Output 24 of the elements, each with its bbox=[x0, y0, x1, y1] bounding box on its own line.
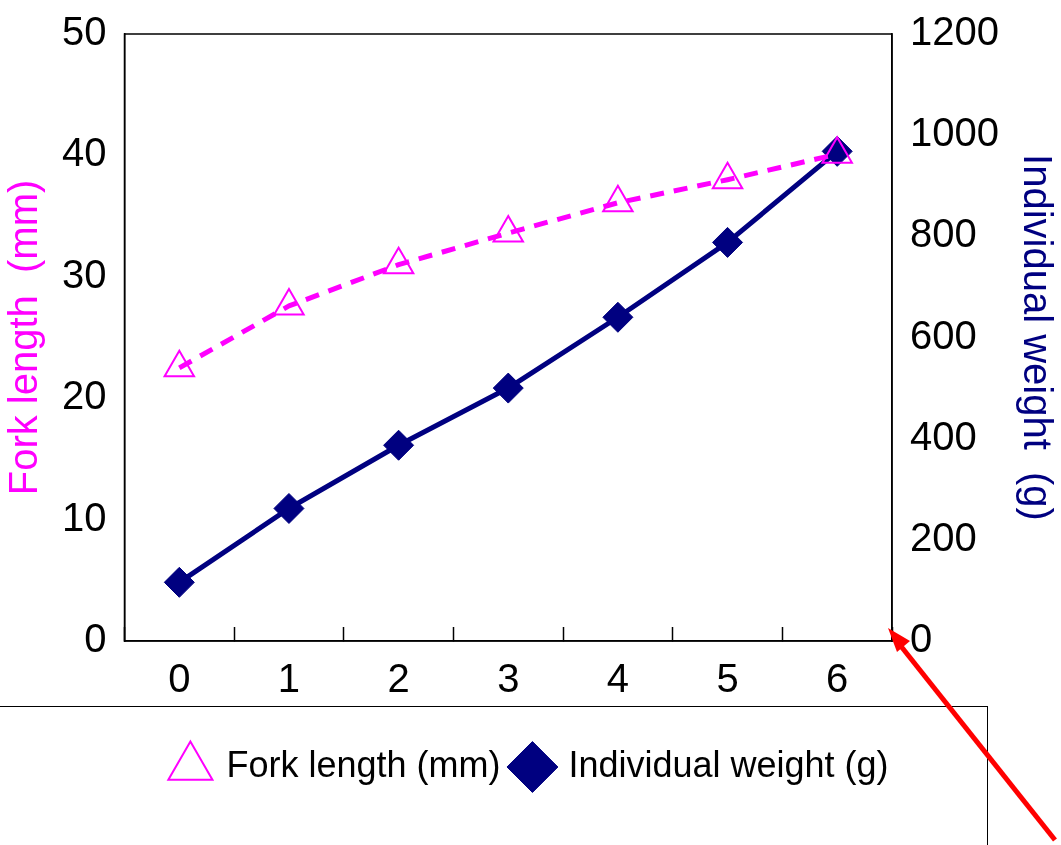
y-tick-label: 30 bbox=[61, 251, 107, 296]
y-tick-label: 40 bbox=[61, 130, 107, 175]
x-tick-label: 3 bbox=[497, 656, 520, 701]
y-tick-label: 10 bbox=[61, 494, 107, 539]
x-tick-label: 2 bbox=[387, 656, 410, 701]
x-tick-label: 0 bbox=[168, 656, 191, 701]
x-tick-label: 5 bbox=[716, 656, 739, 701]
y-tick-label: 50 bbox=[61, 9, 107, 54]
y-tick-label: 0 bbox=[84, 616, 107, 661]
y2-tick-label: 600 bbox=[910, 312, 977, 357]
y2-tick-label: 800 bbox=[910, 211, 977, 256]
y2-tick-label: 400 bbox=[910, 413, 977, 458]
y2-tick-label: 1200 bbox=[910, 9, 999, 54]
y2-tick-label: 1000 bbox=[910, 110, 999, 155]
y-axis-title: Fork length (mm) bbox=[1, 179, 46, 496]
x-tick-label: 1 bbox=[277, 656, 301, 701]
y2-tick-label: 0 bbox=[910, 616, 933, 661]
legend-label: Fork length (mm) bbox=[226, 743, 501, 785]
y2-axis-title: Individual weight (g) bbox=[1015, 154, 1060, 521]
legend-label: Individual weight (g) bbox=[568, 743, 889, 785]
y2-tick-label: 200 bbox=[910, 514, 977, 559]
y-tick-label: 20 bbox=[61, 373, 107, 418]
x-tick-label: 4 bbox=[606, 656, 630, 701]
x-tick-label: 6 bbox=[826, 656, 849, 701]
